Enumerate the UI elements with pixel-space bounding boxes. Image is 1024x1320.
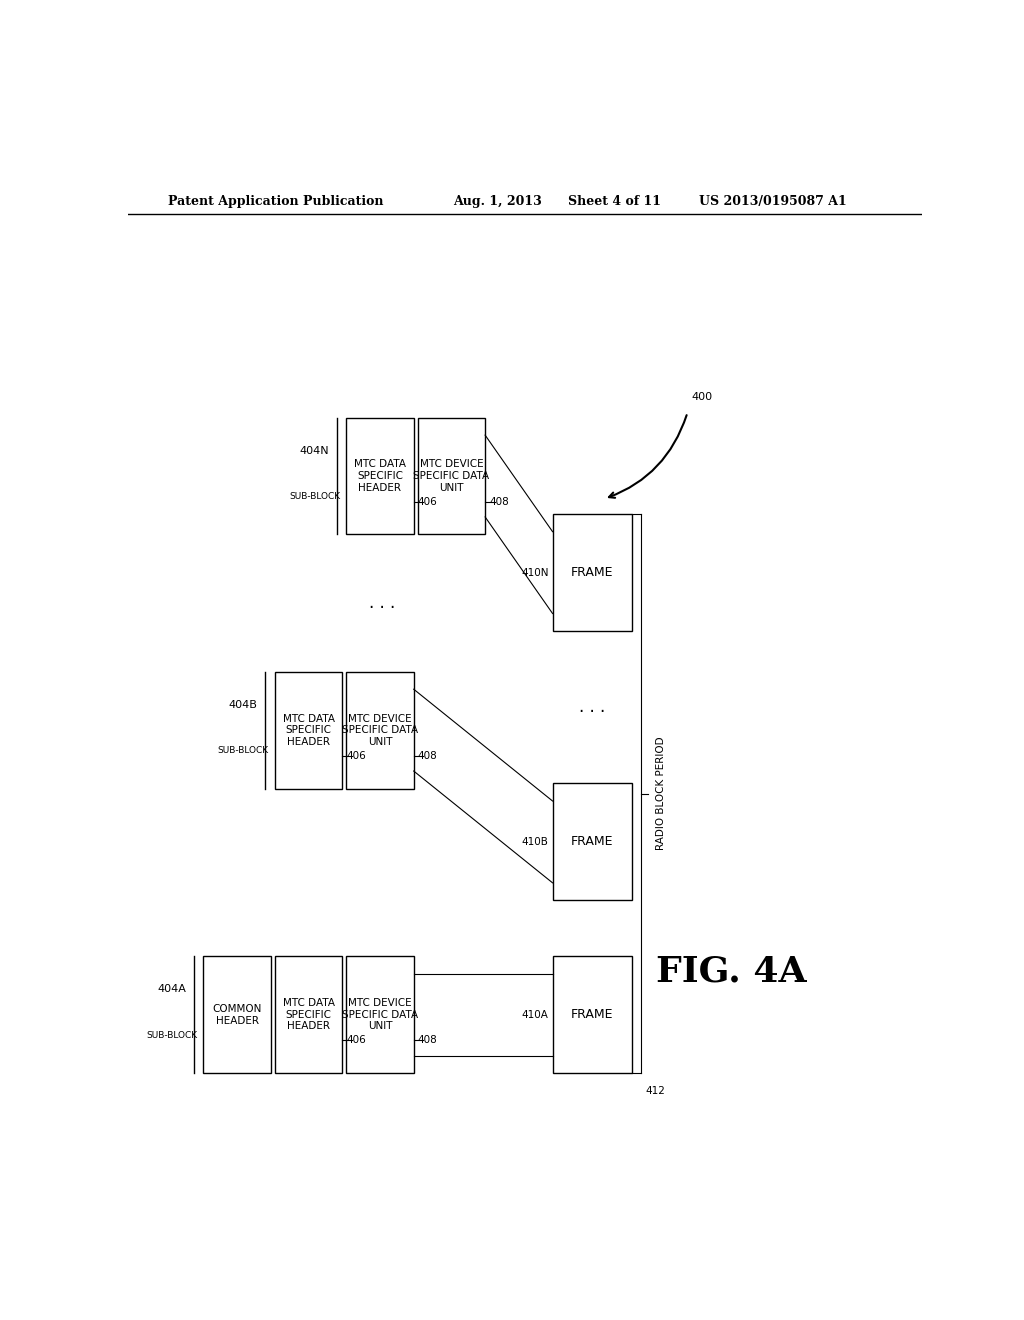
Text: 404B: 404B: [228, 700, 257, 710]
Text: 406: 406: [418, 496, 437, 507]
Text: Aug. 1, 2013: Aug. 1, 2013: [454, 194, 542, 207]
Text: MTC DEVICE
SPECIFIC DATA
UNIT: MTC DEVICE SPECIFIC DATA UNIT: [342, 998, 418, 1031]
Text: FRAME: FRAME: [571, 1008, 613, 1022]
Text: 408: 408: [418, 1035, 437, 1045]
FancyBboxPatch shape: [274, 672, 342, 788]
Text: . . .: . . .: [580, 698, 605, 717]
Text: 404N: 404N: [300, 446, 330, 455]
Text: MTC DATA
SPECIFIC
HEADER: MTC DATA SPECIFIC HEADER: [354, 459, 406, 492]
Text: MTC DATA
SPECIFIC
HEADER: MTC DATA SPECIFIC HEADER: [283, 998, 335, 1031]
FancyBboxPatch shape: [553, 515, 632, 631]
FancyBboxPatch shape: [274, 956, 342, 1073]
Text: 412: 412: [645, 1086, 666, 1097]
Text: SUB-BLOCK: SUB-BLOCK: [217, 746, 268, 755]
Text: US 2013/0195087 A1: US 2013/0195087 A1: [699, 194, 847, 207]
Text: MTC DEVICE
SPECIFIC DATA
UNIT: MTC DEVICE SPECIFIC DATA UNIT: [414, 459, 489, 492]
Text: Sheet 4 of 11: Sheet 4 of 11: [568, 194, 662, 207]
Text: FRAME: FRAME: [571, 566, 613, 579]
Text: MTC DEVICE
SPECIFIC DATA
UNIT: MTC DEVICE SPECIFIC DATA UNIT: [342, 714, 418, 747]
Text: FIG. 4A: FIG. 4A: [655, 954, 807, 989]
Text: MTC DATA
SPECIFIC
HEADER: MTC DATA SPECIFIC HEADER: [283, 714, 335, 747]
FancyBboxPatch shape: [418, 417, 485, 535]
Text: COMMON
HEADER: COMMON HEADER: [212, 1005, 262, 1026]
Text: FRAME: FRAME: [571, 836, 613, 849]
Text: SUB-BLOCK: SUB-BLOCK: [289, 492, 340, 500]
Text: 406: 406: [346, 1035, 366, 1045]
Text: 408: 408: [489, 496, 509, 507]
FancyBboxPatch shape: [346, 956, 414, 1073]
Text: 410A: 410A: [522, 1010, 549, 1020]
FancyBboxPatch shape: [346, 417, 414, 535]
FancyBboxPatch shape: [553, 784, 632, 900]
Text: 410N: 410N: [521, 568, 549, 578]
Text: Patent Application Publication: Patent Application Publication: [168, 194, 383, 207]
Text: 408: 408: [418, 751, 437, 760]
Text: 410B: 410B: [522, 837, 549, 847]
Text: . . .: . . .: [369, 594, 395, 612]
Text: RADIO BLOCK PERIOD: RADIO BLOCK PERIOD: [656, 737, 667, 850]
Text: 400: 400: [691, 392, 713, 403]
FancyBboxPatch shape: [204, 956, 270, 1073]
FancyBboxPatch shape: [346, 672, 414, 788]
FancyBboxPatch shape: [553, 956, 632, 1073]
Text: 404A: 404A: [158, 985, 186, 994]
Text: 406: 406: [346, 751, 366, 760]
Text: SUB-BLOCK: SUB-BLOCK: [146, 1031, 198, 1040]
